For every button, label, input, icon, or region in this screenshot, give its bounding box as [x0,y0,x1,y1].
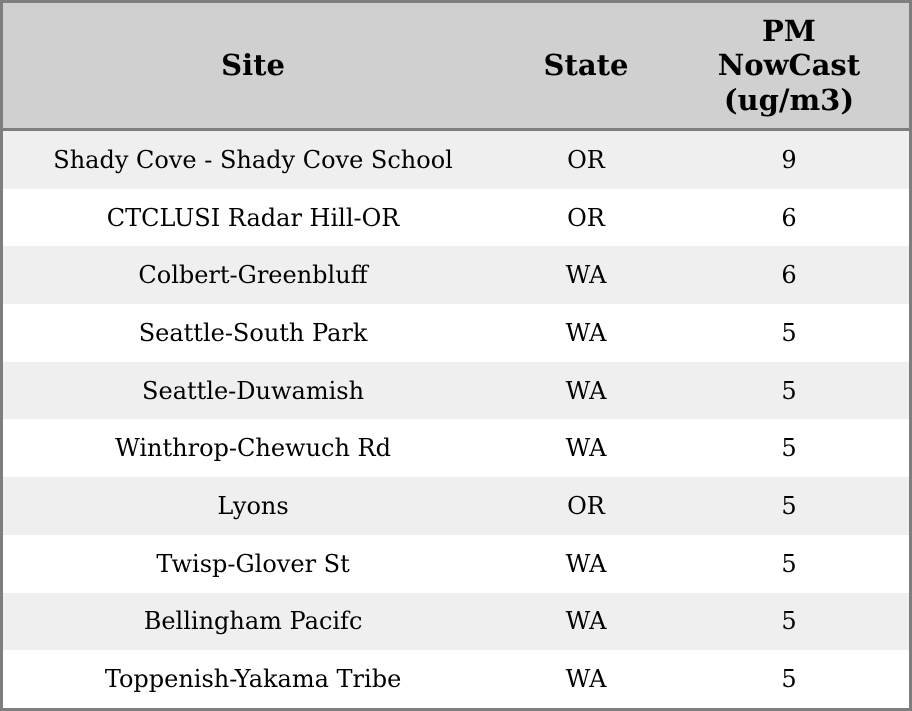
cell-site: Bellingham Pacifc [143,607,363,636]
cell-pm: 6 [781,203,797,232]
cell-state: WA [565,549,607,578]
cell-pm: 5 [781,607,797,636]
cell-pm: 5 [781,491,797,520]
table-row: Twisp-Glover St WA 5 [3,534,909,593]
cell-site: Twisp-Glover St [156,549,350,578]
cell-state: WA [565,434,607,463]
table-row: Bellingham Pacifc WA 5 [3,592,909,651]
table-row: Winthrop-Chewuch Rd WA 5 [3,419,909,478]
table-row: Seattle-Duwamish WA 5 [3,361,909,420]
cell-site: Seattle-South Park [138,318,368,347]
table-body: Shady Cove - Shady Cove School OR 9 CTCLUSI… [3,129,909,708]
cell-state: OR [567,145,605,174]
cell-site: Seattle-Duwamish [142,376,365,405]
cell-pm: 5 [781,376,797,405]
table-header: Site State PM NowCast (ug/m3) [3,3,909,131]
cell-state: WA [565,318,607,347]
column-header-site: Site [3,3,504,131]
column-header-site-label: Site [221,48,285,83]
column-header-pm-nowcast-label: PM NowCast (ug/m3) [717,14,861,117]
table-row: Toppenish-Yakama Tribe WA 5 [3,650,909,708]
cell-state: OR [567,491,605,520]
column-header-state: State [503,3,669,131]
cell-state: WA [565,376,607,405]
cell-state: WA [565,607,607,636]
table-row: CTCLUSI Radar Hill-OR OR 6 [3,188,909,247]
cell-pm: 5 [781,434,797,463]
cell-site: Winthrop-Chewuch Rd [115,434,391,463]
cell-site: Colbert-Greenbluff [138,261,368,290]
table-row: Lyons OR 5 [3,477,909,535]
cell-pm: 5 [781,549,797,578]
cell-state: WA [565,261,607,290]
cell-pm: 5 [781,665,797,694]
cell-site: Lyons [217,491,289,520]
table-row: Colbert-Greenbluff WA 6 [3,246,909,305]
column-header-pm-nowcast: PM NowCast (ug/m3) [668,3,909,131]
cell-site: CTCLUSI Radar Hill-OR [106,203,400,232]
cell-pm: 5 [781,318,797,347]
pm-nowcast-table: Site State PM NowCast (ug/m3) Shady Cove… [3,3,909,708]
header-row: Site State PM NowCast (ug/m3) [3,3,909,131]
cell-site: Toppenish-Yakama Tribe [104,665,402,694]
cell-pm: 9 [781,145,797,174]
cell-state: OR [567,203,605,232]
cell-state: WA [565,665,607,694]
cell-pm: 6 [781,261,797,290]
table-row: Shady Cove - Shady Cove School OR 9 [3,129,909,189]
cell-site: Shady Cove - Shady Cove School [53,145,453,174]
table-row: Seattle-South Park WA 5 [3,304,909,362]
column-header-state-label: State [543,48,629,83]
